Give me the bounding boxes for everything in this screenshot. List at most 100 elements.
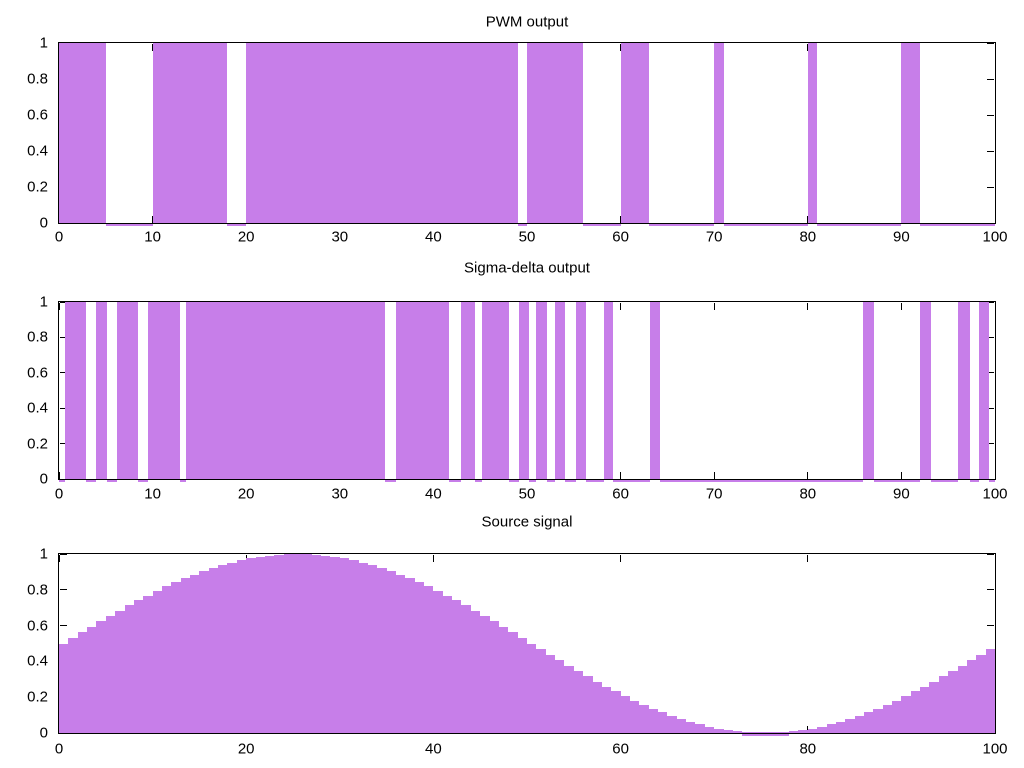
source-sample-bar <box>573 671 584 733</box>
source-sample-bar <box>208 567 219 733</box>
y-tick <box>60 336 67 338</box>
source-sample-bar <box>452 600 462 733</box>
source-sample-bar <box>929 681 939 733</box>
y-tick-label: 0.4 <box>27 652 48 670</box>
source-sample-bar <box>601 686 612 733</box>
x-tick-label: 60 <box>612 228 629 246</box>
zero-level-line <box>106 480 118 482</box>
source-sample-bar <box>789 731 799 733</box>
y-tick-label: 1 <box>39 34 48 52</box>
zero-level-line <box>509 480 519 482</box>
y-tick <box>60 589 67 591</box>
source-sample-bar <box>59 643 69 733</box>
x-tick <box>713 303 715 310</box>
x-tick-label: 90 <box>893 228 910 246</box>
source-sample-bar <box>190 574 200 733</box>
zero-level-line <box>528 480 537 482</box>
zero-level-line <box>474 480 483 482</box>
x-tick <box>713 472 715 479</box>
y-tick-label: 0.2 <box>27 435 48 453</box>
source-sample-bar <box>349 560 359 733</box>
source-sample-bar <box>358 562 368 733</box>
y-tick-label: 0.4 <box>27 399 48 417</box>
source-sample-bar <box>461 605 471 733</box>
y-tick <box>60 732 67 734</box>
x-tick <box>152 44 154 51</box>
source-sample-bar <box>96 621 106 733</box>
x-tick <box>245 303 247 310</box>
y-tick-label: 0 <box>39 724 48 742</box>
signal-high-bar <box>186 302 385 479</box>
source-sample-bar <box>161 586 172 733</box>
source-sample-bar <box>863 712 874 733</box>
signal-high-bar <box>460 302 475 479</box>
x-tick <box>526 303 528 310</box>
y-tick <box>987 443 994 445</box>
y-tick <box>987 150 994 152</box>
source-sample-bar <box>405 578 415 733</box>
y-tick <box>60 372 67 374</box>
x-tick <box>432 216 434 223</box>
y-tick <box>60 696 67 698</box>
source-sample-bar <box>976 654 986 733</box>
source-sample-bar <box>105 615 116 733</box>
x-tick <box>152 303 154 310</box>
y-tick <box>60 186 67 188</box>
y-tick <box>987 478 994 480</box>
x-tick <box>152 472 154 479</box>
x-tick <box>339 472 341 479</box>
x-tick <box>807 726 809 733</box>
source-sample-bar <box>480 615 490 733</box>
source-sample-bar <box>321 555 331 733</box>
plot-border <box>58 42 996 224</box>
source-sample-bar <box>367 565 378 733</box>
x-tick-label: 70 <box>705 485 723 503</box>
y-tick <box>987 78 994 80</box>
signal-high-bar <box>920 302 932 479</box>
x-tick <box>620 472 622 479</box>
y-tick <box>60 150 67 152</box>
y-tick-label: 0 <box>39 214 48 232</box>
zero-level-line <box>449 480 461 482</box>
source-sample-bar <box>339 558 350 733</box>
zero-level-line <box>723 224 808 226</box>
signal-high-bar <box>958 302 970 479</box>
source-sample-bar <box>667 715 677 733</box>
y-tick-label: 0.8 <box>27 328 48 346</box>
y-tick <box>60 553 67 555</box>
source-sample-bar <box>845 719 855 733</box>
y-tick <box>60 407 67 409</box>
zero-level-line <box>105 224 153 226</box>
source-sample-bar <box>611 691 621 733</box>
x-tick <box>994 44 996 51</box>
source-sample-bar <box>948 671 958 733</box>
x-tick <box>526 472 528 479</box>
source-sample-bar <box>826 724 836 733</box>
source-sample-bar <box>938 676 949 733</box>
y-tick <box>987 660 994 662</box>
x-tick-label: 40 <box>425 228 442 246</box>
source-sample-bar <box>377 567 387 733</box>
x-tick-label: 60 <box>612 485 629 503</box>
x-tick <box>807 216 809 223</box>
signal-high-bar <box>714 43 724 223</box>
x-tick <box>432 472 434 479</box>
y-tick <box>987 114 994 116</box>
source-sample-bar <box>854 715 864 733</box>
y-tick <box>60 478 67 480</box>
y-tick <box>60 443 67 445</box>
x-tick <box>432 44 434 51</box>
source-sample-bar <box>246 558 256 733</box>
x-tick <box>245 726 247 733</box>
signal-high-bar <box>603 302 614 479</box>
plot-border <box>58 301 996 480</box>
signal-high-bar <box>246 43 518 223</box>
source-sample-bar <box>517 637 527 733</box>
source-sample-bar <box>302 554 312 733</box>
source-sample-bar <box>892 700 902 733</box>
source-sample-bar <box>143 595 153 733</box>
source-sample-bar <box>442 595 453 733</box>
y-tick <box>60 78 67 80</box>
y-tick <box>987 222 994 224</box>
x-tick-label: 100 <box>982 740 1008 758</box>
